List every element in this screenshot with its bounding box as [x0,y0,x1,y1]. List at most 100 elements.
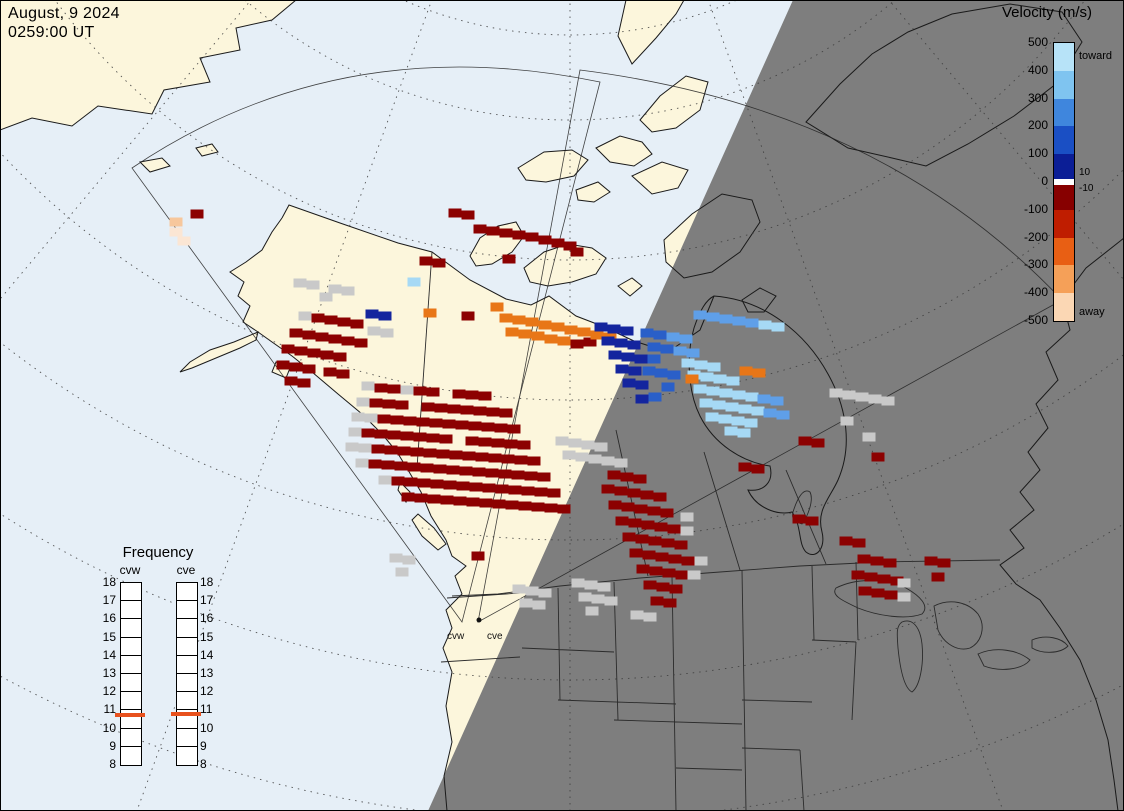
velocity-tick-label: -400 [1023,285,1048,300]
velocity-cell [434,403,448,413]
velocity-cell [508,485,522,495]
velocity-cell [371,444,385,454]
velocity-cell [368,459,382,469]
velocity-legend-title: Velocity (m/s) [1002,4,1093,21]
velocity-cell [745,392,759,402]
velocity-cell [590,330,604,340]
frequency-tick-label: 10 [200,720,214,735]
velocity-cell [341,286,355,296]
velocity-cell [571,578,585,588]
frequency-tick-label: 12 [200,684,214,699]
velocity-cell [465,436,479,446]
velocity-cell [763,408,777,418]
velocity-cell [276,360,290,370]
velocity-cell [770,396,784,406]
velocity-cell [732,390,746,400]
velocity-cell [505,500,519,510]
velocity-cell [544,334,558,344]
velocity-cell [345,442,359,452]
velocity-cell [725,402,739,412]
velocity-cell [700,372,714,382]
frequency-tick-label: 9 [200,738,207,753]
velocity-cell [732,316,746,326]
velocity-cell [877,574,891,584]
velocity-cell [620,326,634,336]
velocity-cell [350,319,364,329]
velocity-cell [584,580,598,590]
velocity-cell [737,428,751,438]
velocity-cell [495,484,509,494]
velocity-cell [319,292,333,302]
velocity-cell [384,445,398,455]
velocity-cell [169,227,183,237]
velocity-cell [656,582,670,592]
velocity-cell [361,381,375,391]
velocity-cell [628,518,642,528]
velocity-cell [453,496,467,506]
frequency-title: Frequency [122,544,194,561]
velocity-cell [751,406,765,416]
fov-cve [477,69,1063,623]
velocity-cell [378,311,392,321]
frequency-tick-label: 11 [200,702,213,717]
velocity-cell [297,378,311,388]
frequency-tick-label: 11 [103,702,116,717]
velocity-cell [751,464,765,474]
velocity-cell [627,488,641,498]
velocity-cell [417,478,431,488]
frequency-column-label-cvw: cvw [119,563,141,577]
velocity-cell [358,443,372,453]
velocity-cell [416,417,430,427]
velocity-cell [518,329,532,339]
velocity-cell [634,504,648,514]
frequency-tick-label: 17 [102,593,116,608]
velocity-cell [293,278,307,288]
velocity-cell [636,564,650,574]
velocity-cell [394,461,408,471]
velocity-bar-segment [1054,154,1074,180]
away-label: away [1079,306,1105,318]
velocity-cell [491,438,505,448]
toward-label: toward [1079,50,1113,62]
velocity-bar-segment [1054,184,1074,210]
velocity-cell [511,470,525,480]
velocity-bar-segment [1054,209,1074,238]
velocity-cell [687,570,701,580]
velocity-cell [654,522,668,532]
velocity-cell [469,482,483,492]
velocity-cell [583,337,597,347]
velocity-cell [423,308,437,318]
velocity-cell [840,416,854,426]
velocity-cell [681,358,695,368]
velocity-cell [752,368,766,378]
velocity-cell [622,532,636,542]
velocity-cell [931,572,945,582]
velocity-cell [436,449,450,459]
velocity-cell [719,314,733,324]
velocity-cell [577,327,591,337]
velocity-cell [578,592,592,602]
frequency-tick-label: 18 [200,575,214,589]
border-alaska-yukon [416,251,433,469]
frequency-tick-label: 9 [109,738,116,753]
velocity-cell [662,568,676,578]
velocity-cell [514,455,528,465]
velocity-cell [726,376,740,386]
velocity-cell [498,469,512,479]
lake-erie [977,649,1031,670]
velocity-cell [897,592,911,602]
velocity-cell [745,318,759,328]
border-or-ca [440,656,521,663]
velocity-cell [519,598,533,608]
velocity-cell [356,397,370,407]
velocity-cell [594,442,608,452]
frequency-tick-line [177,745,197,747]
velocity-cell [570,339,584,349]
velocity-cell [653,492,667,502]
velocity-cell [486,226,500,236]
velocity-cell [507,424,521,434]
velocity-cell [647,506,661,516]
radar-site-label-cve: cve [487,631,503,642]
velocity-cell [798,436,812,446]
lake-ontario [1031,636,1069,653]
